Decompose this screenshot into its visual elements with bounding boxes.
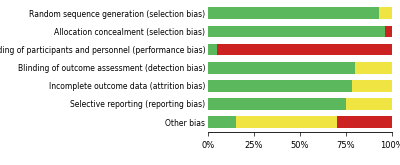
Bar (385, 26, 392, 37)
Bar (352, 80, 392, 92)
Bar (379, 7, 392, 19)
Bar (208, 62, 355, 74)
Bar (208, 116, 236, 128)
Bar (217, 44, 392, 55)
Bar (355, 62, 392, 74)
Bar (346, 98, 392, 110)
Bar (337, 116, 392, 128)
Bar (208, 80, 352, 92)
Bar (208, 7, 379, 19)
Bar (208, 26, 385, 37)
Bar (236, 116, 337, 128)
Bar (208, 44, 217, 55)
Bar (208, 98, 346, 110)
